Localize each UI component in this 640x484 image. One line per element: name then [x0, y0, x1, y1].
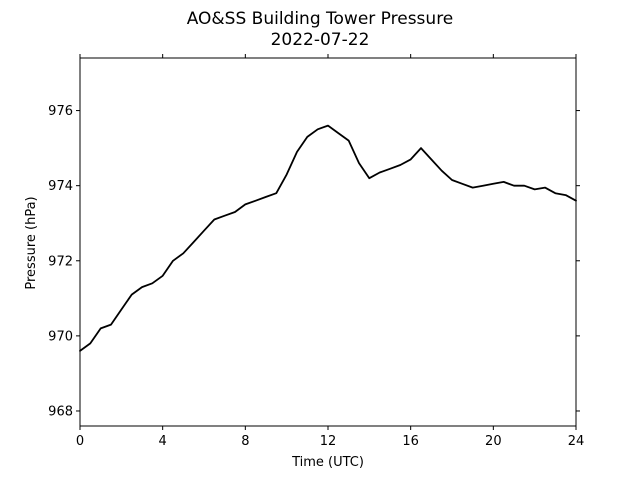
x-tick-label: 0 — [76, 434, 84, 449]
x-tick-label: 20 — [485, 434, 502, 449]
plot-area — [79, 57, 577, 427]
y-tick-label: 972 — [48, 254, 73, 269]
y-tick-label: 968 — [48, 404, 73, 419]
x-tick-label: 16 — [402, 434, 419, 449]
pressure-series-line — [79, 124, 577, 352]
x-tick-label: 8 — [241, 434, 249, 449]
chart-title: AO&SS Building Tower Pressure — [187, 9, 454, 29]
x-tick-label: 24 — [568, 434, 585, 449]
x-tick-label: 4 — [159, 434, 167, 449]
y-tick-label: 976 — [48, 104, 73, 119]
ticks-layer: 0 4 8 12 16 20 24 968 970 972 974 976 — [48, 54, 584, 449]
y-axis-label: Pressure (hPa) — [24, 196, 39, 289]
chart-subtitle: 2022-07-22 — [271, 30, 370, 50]
x-tick-label: 12 — [320, 434, 337, 449]
x-axis-label: Time (UTC) — [291, 455, 364, 470]
y-tick-label: 974 — [48, 179, 73, 194]
y-tick-label: 970 — [48, 329, 73, 344]
axes-frame — [79, 57, 577, 427]
